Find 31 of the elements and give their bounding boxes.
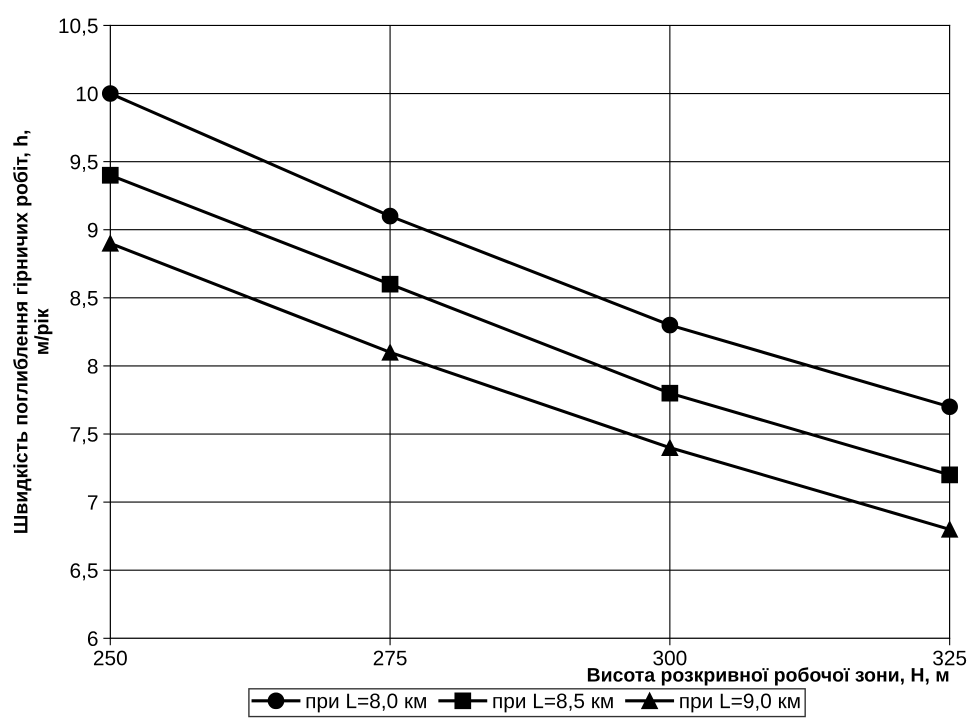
y-tick-label: 8,5 <box>70 290 98 308</box>
point <box>941 521 958 538</box>
point <box>662 316 678 334</box>
point <box>941 466 958 484</box>
x-tick-label: 250 <box>94 650 127 666</box>
y-axis-title: Швидкість поглиблення гірничих робіт, h, м/рік <box>13 130 52 533</box>
point <box>102 235 119 252</box>
x-tick-label: 325 <box>933 650 966 666</box>
y-tick-label: 8 <box>88 358 98 374</box>
y-tick-label: 7 <box>88 495 98 510</box>
point <box>662 439 678 456</box>
y-tick-label: 9,5 <box>70 154 98 172</box>
point <box>382 344 398 361</box>
x-axis-title: Висота розкривної робочої зони, H, м <box>588 667 948 686</box>
legend-label: при L=9,0 км <box>680 694 800 712</box>
y-tick-label: 7,5 <box>70 427 98 444</box>
point <box>662 384 678 402</box>
x-tick-label: 300 <box>653 650 686 666</box>
y-tick-label: 6,5 <box>70 563 98 580</box>
point <box>382 208 398 224</box>
legend-label: при L=8,0 км <box>306 694 426 712</box>
x-tick-label: 275 <box>374 650 407 666</box>
y-tick-label: 10,5 <box>60 18 98 36</box>
legend-label: при L=8,5 км <box>493 694 613 712</box>
y-tick-label: 10 <box>76 86 98 102</box>
point <box>102 166 119 184</box>
point <box>382 276 398 293</box>
y-tick-label: 9 <box>88 222 98 238</box>
y-tick-label: 6 <box>88 631 98 646</box>
point <box>102 85 119 102</box>
point <box>941 398 958 416</box>
